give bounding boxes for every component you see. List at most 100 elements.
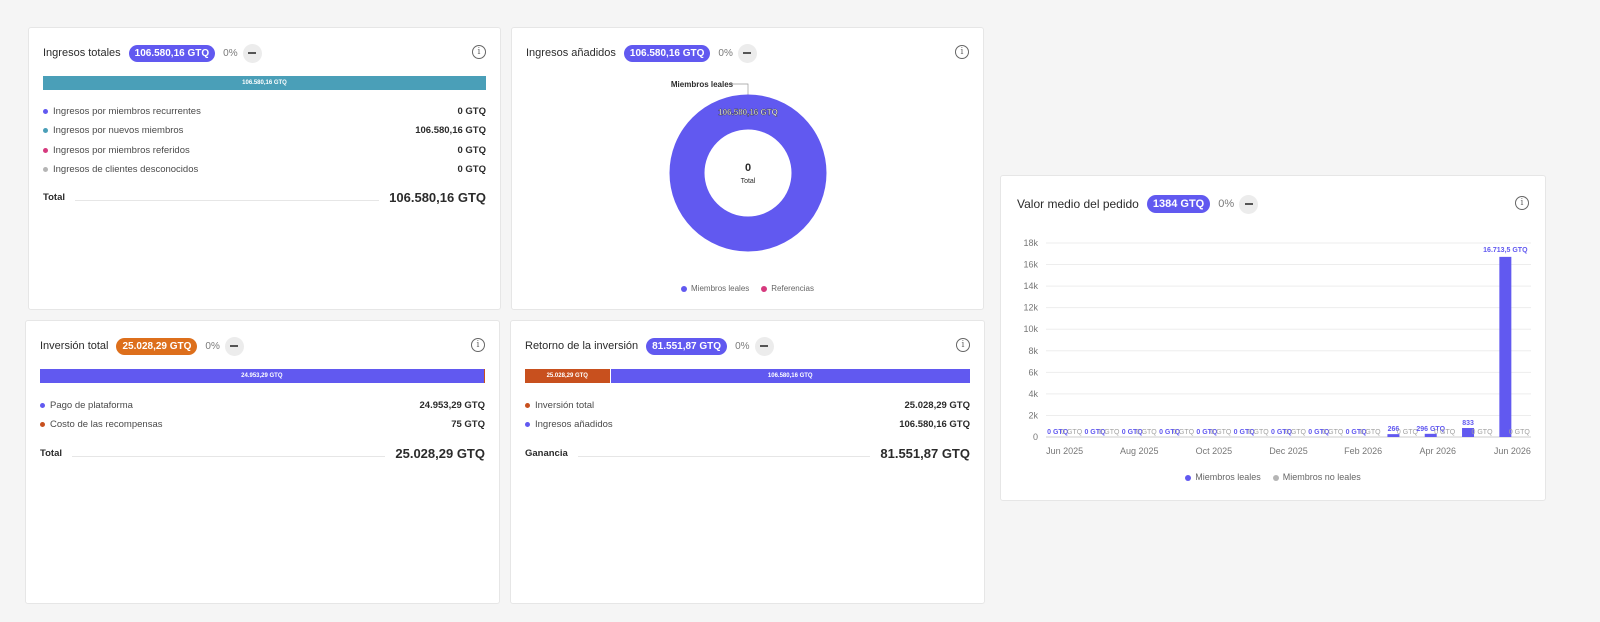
item-label: Ingresos por miembros referidos: [53, 144, 190, 156]
data-label-leales: 0 GTQ: [1234, 429, 1256, 436]
legend-label: Miembros no leales: [1282, 472, 1361, 482]
data-label-leales: 266: [1388, 426, 1400, 433]
total-row: Ganancia 81.551,87 GTQ: [525, 444, 970, 462]
no-change-icon: [1239, 194, 1259, 214]
card-title: Ingresos totales: [43, 47, 121, 59]
total-row: Total 25.028,29 GTQ: [40, 444, 485, 462]
bar-segment-ingresos: 106.580,16 GTQ: [609, 369, 970, 383]
bar-miembros-leales[interactable]: [1424, 433, 1437, 437]
x-tick-label: Jun 2026: [1494, 446, 1531, 456]
item-value: 0 GTQ: [457, 105, 486, 117]
total-label: Ganancia: [525, 447, 568, 459]
no-change-icon: [242, 43, 262, 63]
chart-legend: Miembros leales Referencias: [512, 284, 983, 293]
bar-segment-inversion: 25.028,29 GTQ: [525, 369, 610, 383]
data-label-no-leales: 0 GTQ: [1098, 429, 1120, 436]
total-badge: 81.551,87 GTQ: [646, 337, 728, 355]
item-label: Ingresos por nuevos miembros: [53, 124, 184, 136]
bar-miembros-leales[interactable]: [1462, 428, 1475, 437]
legend-item[interactable]: Miembros no leales: [1272, 472, 1361, 482]
legend-label: Miembros leales: [691, 284, 750, 293]
change-percent: 0%: [718, 47, 733, 59]
item-value: 75 GTQ: [451, 418, 485, 430]
data-label-leales: 0 GTQ: [1308, 429, 1330, 436]
card-title: Retorno de la inversión: [525, 340, 639, 352]
data-label-no-leales: 0 GTQ: [1248, 429, 1270, 436]
roi-bar: 25.028,29 GTQ 106.580,16 GTQ: [525, 369, 970, 383]
total-label: Total: [43, 191, 65, 203]
bar-miembros-leales[interactable]: [1387, 434, 1400, 437]
list-item: Ingresos de clientes desconocidos 0 GTQ: [43, 162, 486, 176]
total-badge: 25.028,29 GTQ: [116, 337, 198, 355]
list-item: Inversión total 25.028,29 GTQ: [525, 398, 970, 412]
y-tick-label: 10k: [1023, 324, 1038, 334]
data-label-no-leales: 0 GTQ: [1210, 429, 1232, 436]
x-tick-label: Oct 2025: [1196, 446, 1233, 456]
info-icon[interactable]: i: [471, 338, 485, 352]
investment-bar: 24.953,29 GTQ: [40, 369, 485, 383]
data-label-leales: 0 GTQ: [1159, 429, 1181, 436]
inversion-total-card: Inversión total 25.028,29 GTQ 0% i 24.95…: [25, 320, 500, 604]
card-header: Valor medio del pedido 1384 GTQ 0% i: [1017, 193, 1529, 215]
total-label: Total: [40, 447, 62, 459]
retorno-inversion-card: Retorno de la inversión 81.551,87 GTQ 0%…: [510, 320, 985, 604]
legend-item[interactable]: Miembros leales: [681, 284, 749, 293]
item-label: Costo de las recompensas: [50, 418, 163, 430]
change-percent: 0%: [223, 47, 238, 59]
donut-center-value: 0: [745, 162, 751, 174]
x-tick-label: Feb 2026: [1344, 446, 1382, 456]
data-label-no-leales: 0 GTQ: [1472, 429, 1494, 436]
bullet-icon: [40, 421, 45, 427]
legend-item[interactable]: Miembros leales: [1185, 472, 1261, 482]
change-percent: 0%: [205, 340, 220, 352]
legend-dot-icon: [1272, 474, 1279, 481]
data-label-leales: 0 GTQ: [1346, 429, 1368, 436]
bullet-icon: [43, 147, 48, 153]
ingresos-anadidos-card: Ingresos añadidos 106.580,16 GTQ 0% i Mi…: [511, 27, 984, 310]
list-item: Pago de plataforma 24.953,29 GTQ: [40, 398, 485, 412]
info-icon[interactable]: i: [955, 45, 969, 59]
y-tick-label: 2k: [1028, 410, 1038, 420]
no-change-icon: [737, 43, 757, 63]
item-value: 106.580,16 GTQ: [899, 418, 970, 430]
list-item: Ingresos por nuevos miembros 106.580,16 …: [43, 123, 486, 137]
total-value: 106.580,16 GTQ: [389, 189, 486, 205]
bar-miembros-leales[interactable]: [1499, 256, 1512, 437]
data-label-no-leales: 0 GTQ: [1509, 429, 1531, 436]
data-label-leales: 0 GTQ: [1271, 429, 1293, 436]
legend-item[interactable]: Referencias: [761, 284, 814, 293]
total-row: Total 106.580,16 GTQ: [43, 188, 486, 206]
item-label: Inversión total: [535, 399, 595, 411]
item-value: 0 GTQ: [457, 163, 486, 175]
card-title: Valor medio del pedido: [1017, 197, 1139, 211]
item-label: Ingresos de clientes desconocidos: [53, 163, 199, 175]
y-tick-label: 12k: [1023, 303, 1038, 313]
bullet-icon: [525, 421, 530, 427]
data-label-no-leales: 0 GTQ: [1434, 429, 1456, 436]
data-label-no-leales: 0 GTQ: [1322, 429, 1344, 436]
y-tick-label: 4k: [1028, 389, 1038, 399]
item-value: 24.953,29 GTQ: [419, 399, 485, 411]
legend-label: Referencias: [771, 284, 814, 293]
bullet-icon: [43, 127, 48, 133]
donut-callout-label: Miembros leales: [671, 80, 734, 89]
ingresos-totales-card: Ingresos totales 106.580,16 GTQ 0% i 106…: [28, 27, 501, 310]
legend-dot-icon: [681, 285, 688, 292]
info-icon[interactable]: i: [1515, 196, 1529, 210]
data-label-leales: 0 GTQ: [1196, 429, 1218, 436]
list-item: Ingresos añadidos 106.580,16 GTQ: [525, 417, 970, 431]
donut-slice-miembros-leales[interactable]: [669, 94, 827, 252]
info-icon[interactable]: i: [956, 338, 970, 352]
item-value: 25.028,29 GTQ: [904, 399, 970, 411]
data-label-leales: 16.713,5 GTQ: [1483, 247, 1528, 254]
change-percent: 0%: [735, 340, 750, 352]
y-tick-label: 0: [1033, 432, 1038, 442]
no-change-icon: [754, 336, 774, 356]
data-label-leales: 0 GTQ: [1122, 429, 1144, 436]
x-tick-label: Dec 2025: [1269, 446, 1308, 456]
x-tick-label: Apr 2026: [1419, 446, 1456, 456]
info-icon[interactable]: i: [472, 45, 486, 59]
donut-chart: Miembros leales 106.580,16 GTQ 0 Total: [669, 80, 827, 252]
data-label-no-leales: 0 GTQ: [1061, 429, 1083, 436]
bullet-icon: [525, 402, 530, 408]
